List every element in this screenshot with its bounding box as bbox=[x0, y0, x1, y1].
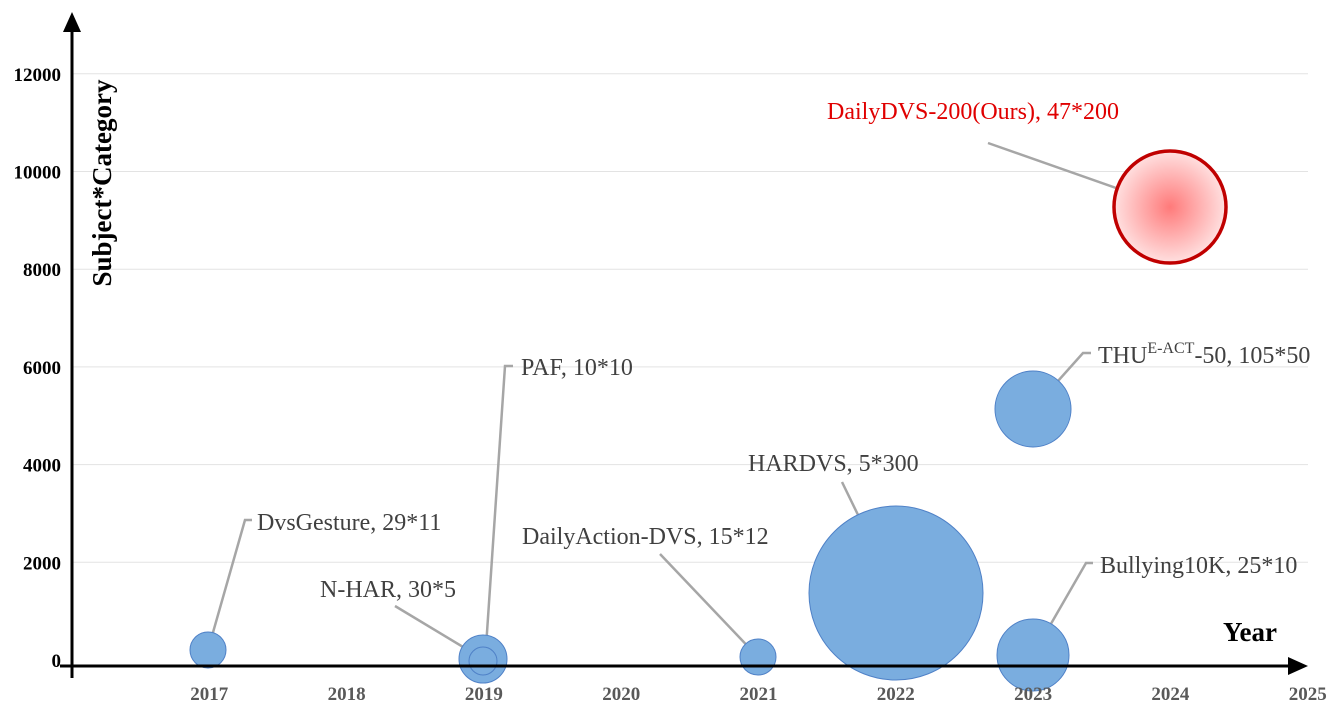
x-tick-label: 2020 bbox=[602, 684, 640, 705]
annotation-thu-e-act-50: THUE-ACT-50, 105*50 bbox=[1098, 340, 1310, 369]
annotation-n-har: N-HAR, 30*5 bbox=[320, 577, 456, 603]
annotation-dailyaction-dvs: DailyAction-DVS, 15*12 bbox=[522, 524, 769, 550]
y-tick-label: 4000 bbox=[23, 456, 61, 477]
bubble-hardvs bbox=[808, 505, 984, 681]
bubble-bullying10k bbox=[996, 618, 1070, 692]
bubbles bbox=[189, 149, 1228, 692]
y-tick-label: 12000 bbox=[14, 65, 62, 86]
x-tick-label: 2022 bbox=[877, 684, 915, 705]
x-tick-label: 2021 bbox=[740, 684, 778, 705]
y-tick-label: 8000 bbox=[23, 260, 61, 281]
x-tick-label: 2023 bbox=[1014, 684, 1052, 705]
leader-line-dailyaction-dvs bbox=[659, 553, 759, 658]
annotation-dvsgesture: DvsGesture, 29*11 bbox=[257, 510, 441, 536]
x-tick-label: 2025 bbox=[1289, 684, 1327, 705]
leader-line-dvsgesture bbox=[206, 518, 252, 651]
y-axis-arrow bbox=[63, 12, 81, 32]
x-tick-label: 2017 bbox=[190, 684, 229, 705]
bubble-paf bbox=[468, 646, 498, 676]
annotations: DvsGesture, 29*11 N-HAR, 30*5 PAF, 10*10 Da… bbox=[257, 99, 1310, 603]
leader-line-paf bbox=[483, 364, 513, 663]
bubble-dvsgesture bbox=[189, 631, 227, 669]
x-axis-arrow bbox=[1288, 657, 1308, 675]
y-tick-label: 0 bbox=[52, 651, 62, 672]
annotation-paf: PAF, 10*10 bbox=[521, 355, 633, 381]
y-tick-label: 10000 bbox=[14, 163, 62, 184]
x-tick-label: 2018 bbox=[328, 684, 366, 705]
bubble-dailydvs-200 bbox=[1112, 149, 1228, 265]
y-axis-title: Subject*Category bbox=[87, 79, 117, 286]
x-tick-labels: 2017 2018 2019 2020 2021 2022 2023 2024 2025 bbox=[190, 684, 1326, 705]
gridlines bbox=[72, 73, 1308, 563]
annotation-bullying10k: Bullying10K, 25*10 bbox=[1100, 553, 1297, 579]
bubble-dailyaction-dvs bbox=[739, 638, 777, 676]
y-tick-label: 2000 bbox=[23, 553, 61, 574]
axes bbox=[60, 12, 1308, 678]
y-tick-label: 6000 bbox=[23, 358, 61, 379]
annotation-hardvs: HARDVS, 5*300 bbox=[748, 451, 919, 477]
annotation-dailydvs-200: DailyDVS-200(Ours), 47*200 bbox=[827, 99, 1119, 125]
x-tick-label: 2024 bbox=[1151, 684, 1190, 705]
y-tick-labels: 0 2000 4000 6000 8000 10000 12000 bbox=[14, 65, 62, 672]
x-tick-label: 2019 bbox=[465, 684, 503, 705]
x-axis-title: Year bbox=[1223, 617, 1277, 647]
bubble-thu-e-act-50 bbox=[994, 370, 1072, 448]
